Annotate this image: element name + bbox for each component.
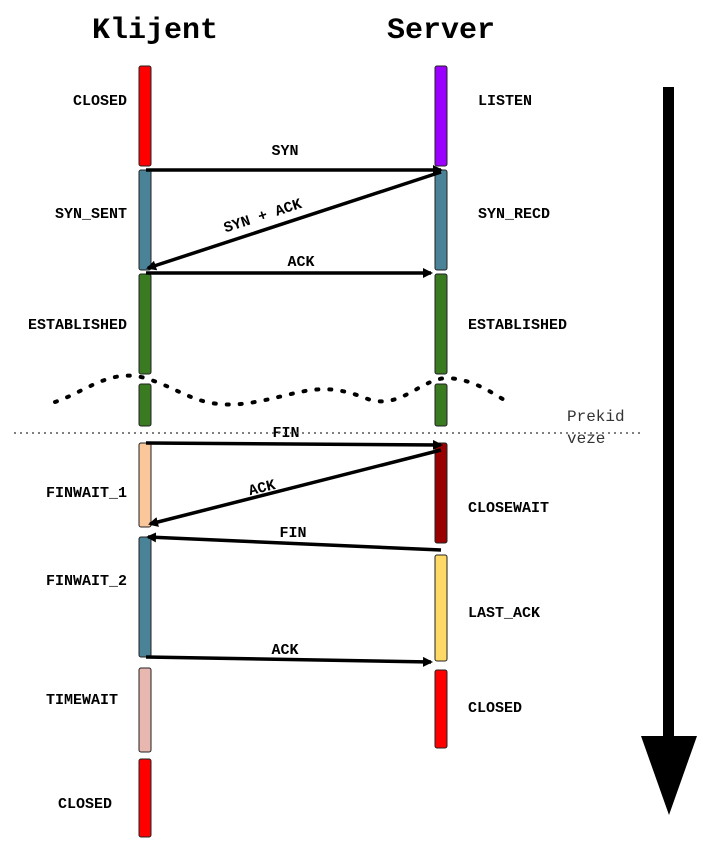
client-state-label: FINWAIT_1 bbox=[46, 485, 127, 502]
server-header: Server bbox=[387, 14, 495, 48]
server-bar-established-cont bbox=[434, 383, 448, 427]
time-arrow-shaft bbox=[663, 87, 674, 740]
server-bar-syn-recd bbox=[434, 169, 448, 271]
client-bar-closed-start bbox=[138, 65, 152, 167]
break-note-line2: veze bbox=[567, 430, 605, 448]
server-state-label: ESTABLISHED bbox=[468, 317, 567, 334]
client-state-label: FINWAIT_2 bbox=[46, 573, 127, 590]
message-label-fin2: FIN bbox=[279, 525, 306, 542]
client-state-label: CLOSED bbox=[58, 796, 112, 813]
server-bar-closed bbox=[434, 669, 448, 749]
client-bar-syn-sent bbox=[138, 169, 152, 271]
client-state-label: TIMEWAIT bbox=[46, 692, 118, 709]
message-label-ack3: ACK bbox=[271, 642, 298, 659]
client-bar-established-cont bbox=[138, 383, 152, 427]
server-bar-last-ack bbox=[434, 554, 448, 662]
server-bar-closewait bbox=[434, 442, 448, 544]
server-bar-established bbox=[434, 273, 448, 375]
client-state-label: ESTABLISHED bbox=[28, 317, 127, 334]
message-label-ack: ACK bbox=[287, 254, 314, 271]
server-bar-listen bbox=[434, 65, 448, 167]
message-arrow-ack3 bbox=[145, 655, 433, 667]
time-arrow-head bbox=[641, 736, 697, 815]
client-state-label: CLOSED bbox=[73, 93, 127, 110]
message-arrow-fin2 bbox=[146, 532, 442, 552]
server-state-label: SYN_RECD bbox=[478, 206, 550, 223]
break-note-line1: Prekid bbox=[567, 408, 625, 426]
client-bar-established bbox=[138, 273, 152, 375]
client-bar-timewait bbox=[138, 667, 152, 753]
client-bar-closed-end bbox=[138, 758, 152, 838]
client-bar-finwait-1 bbox=[138, 442, 152, 528]
message-arrow-fin bbox=[145, 439, 443, 450]
message-arrow-ack2 bbox=[148, 448, 442, 527]
server-state-label: CLOSED bbox=[468, 700, 522, 717]
message-label-syn: SYN bbox=[271, 143, 298, 160]
client-bar-finwait-2 bbox=[138, 536, 152, 658]
server-state-label: CLOSEWAIT bbox=[468, 500, 549, 517]
message-arrow-syn-ack bbox=[146, 170, 442, 271]
client-header: Klijent bbox=[92, 14, 218, 48]
message-label-ack2: ACK bbox=[247, 477, 277, 500]
server-state-label: LAST_ACK bbox=[468, 605, 540, 622]
client-state-label: SYN_SENT bbox=[55, 206, 127, 223]
server-state-label: LISTEN bbox=[478, 93, 532, 110]
